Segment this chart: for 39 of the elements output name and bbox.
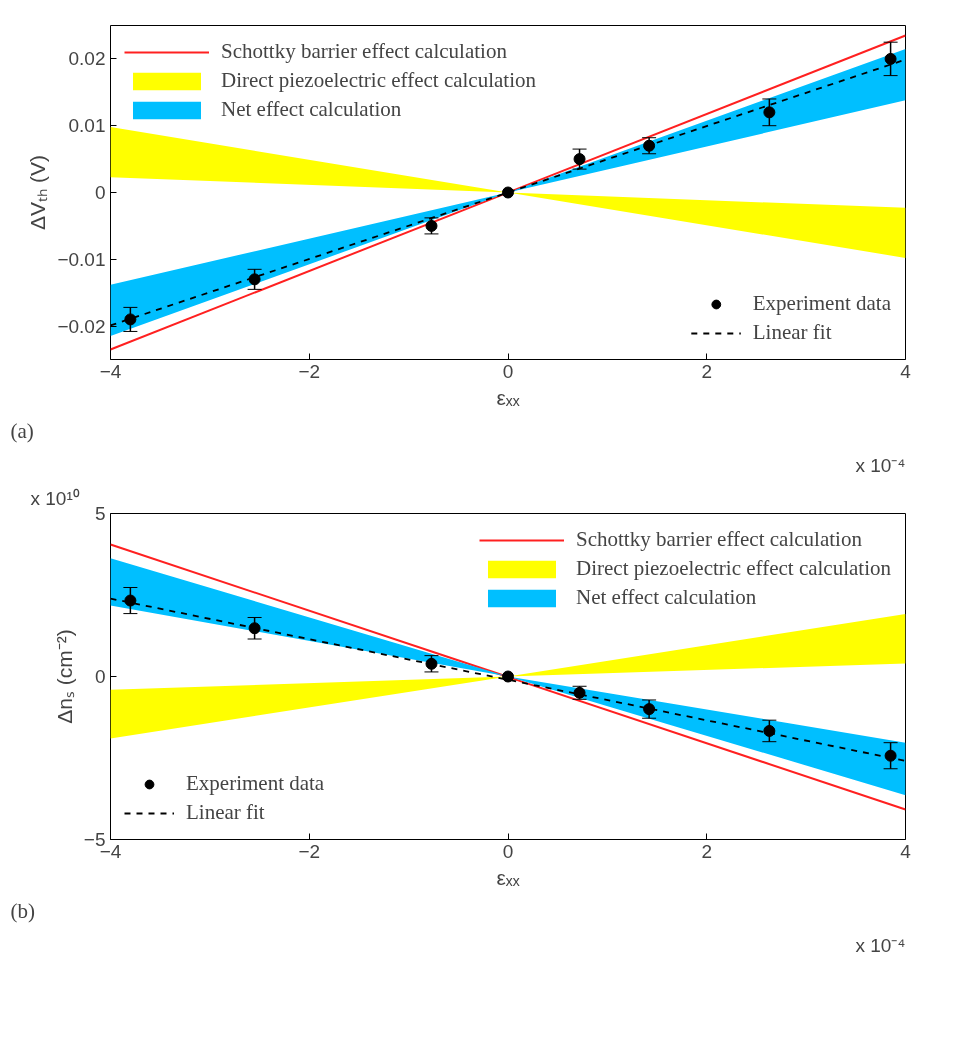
legend-label: Linear fit (752, 320, 832, 345)
legend-label: Direct piezoelectric effect calculation (576, 556, 891, 581)
text: (b) (10, 898, 35, 923)
text: x 10¹⁰ (30, 487, 80, 509)
legend-label: Experiment data (752, 291, 891, 316)
x-tick-label: 4 (900, 840, 912, 862)
y-tick-label: 0.02 (68, 48, 106, 70)
text: (a) (10, 418, 34, 443)
y-tick-label: 0.01 (68, 115, 106, 137)
x-tick-label: 4 (900, 360, 912, 382)
x-tick-label: −4 (99, 360, 122, 382)
legend-label: Experiment data (186, 771, 325, 796)
legend-label: Schottky barrier effect calculation (576, 527, 862, 552)
x-tick-label: 2 (701, 840, 713, 862)
y-axis-title: Δnₛ (cm⁻²) (52, 629, 76, 724)
x-axis-title: εₓₓ (496, 385, 520, 409)
y-tick-label: 0 (94, 666, 106, 687)
x-tick-label: −2 (298, 360, 321, 382)
y-tick-label: 5 (94, 503, 106, 524)
y-tick-label: −0.02 (57, 315, 106, 337)
y-tick-label: 0 (94, 182, 106, 203)
text: x 10⁻⁴ (855, 934, 906, 956)
y-axis-title: ΔVₜₕ (V) (26, 155, 50, 230)
legend-label: Net effect calculation (221, 97, 402, 122)
y-tick-label: −0.01 (57, 248, 106, 270)
point (502, 670, 514, 683)
point (502, 186, 514, 199)
legend-label: Linear fit (186, 800, 265, 825)
text: x 10⁻⁴ (855, 454, 906, 476)
x-tick-label: −2 (298, 840, 321, 862)
legend-label: Direct piezoelectric effect calculation (221, 68, 536, 93)
legend-label: Net effect calculation (576, 585, 757, 610)
legend-label: Schottky barrier effect calculation (221, 39, 507, 64)
x-tick-label: 0 (502, 840, 514, 862)
point (573, 153, 586, 166)
x-tick-label: 0 (502, 360, 514, 382)
x-axis-title: εₓₓ (496, 865, 520, 889)
point (763, 106, 776, 119)
x-tick-label: 2 (701, 360, 713, 382)
